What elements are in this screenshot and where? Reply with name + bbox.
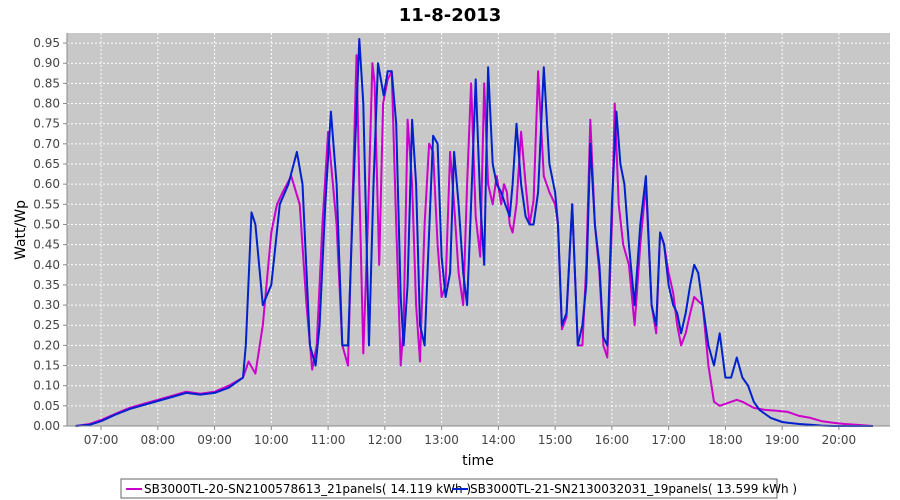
x-tick-label: 11:00 <box>311 433 346 447</box>
x-tick-label: 18:00 <box>708 433 743 447</box>
y-tick-label: 0.70 <box>33 137 60 151</box>
y-tick-label: 0.10 <box>33 379 60 393</box>
x-axis-label: time <box>462 453 494 469</box>
y-axis-ticks: 0.00 0.05 0.10 0.15 0.20 0.25 0.30 0.35 0.40 0.45… <box>33 36 67 433</box>
y-tick-label: 0.85 <box>33 76 60 90</box>
y-tick-label: 0.50 <box>33 217 60 231</box>
x-tick-label: 08:00 <box>141 433 176 447</box>
x-tick-label: 15:00 <box>538 433 573 447</box>
series-group <box>75 38 874 427</box>
y-tick-label: 0.30 <box>33 298 60 312</box>
plot-area <box>67 33 890 426</box>
y-tick-label: 0.55 <box>33 197 60 211</box>
y-tick-label: 0.00 <box>33 419 60 433</box>
x-tick-label: 20:00 <box>822 433 857 447</box>
x-tick-label: 10:00 <box>254 433 289 447</box>
legend: SB3000TL-20-SN2100578613_21panels( 14.11… <box>120 478 797 499</box>
y-tick-label: 0.75 <box>33 117 60 131</box>
x-tick-label: 12:00 <box>368 433 403 447</box>
x-axis-ticks: 07:00 08:00 09:00 10:00 11:00 12:00 13:00 14:00… <box>84 426 856 447</box>
legend-box <box>120 478 778 499</box>
series-line-2 <box>75 38 873 427</box>
x-tick-label: 19:00 <box>765 433 800 447</box>
chart-title: 11-8-2013 <box>399 5 502 26</box>
y-tick-label: 0.40 <box>33 258 60 272</box>
x-tick-label: 14:00 <box>481 433 516 447</box>
y-tick-label: 0.35 <box>33 278 60 292</box>
y-tick-label: 0.25 <box>33 318 60 332</box>
y-tick-label: 0.60 <box>33 177 60 191</box>
x-tick-label: 07:00 <box>84 433 119 447</box>
x-tick-label: 13:00 <box>424 433 459 447</box>
legend-label-1: SB3000TL-20-SN2100578613_21panels( 14.11… <box>144 482 471 496</box>
grid <box>67 33 890 426</box>
x-tick-label: 09:00 <box>197 433 232 447</box>
x-tick-label: 16:00 <box>595 433 630 447</box>
y-tick-label: 0.90 <box>33 56 60 70</box>
y-tick-label: 0.05 <box>33 399 60 413</box>
y-tick-label: 0.80 <box>33 97 60 111</box>
y-axis-label: Watt/Wp <box>13 200 29 260</box>
y-tick-label: 0.15 <box>33 359 60 373</box>
y-tick-label: 0.95 <box>33 36 60 50</box>
y-tick-label: 0.45 <box>33 238 60 252</box>
y-tick-label: 0.65 <box>33 157 60 171</box>
x-tick-label: 17:00 <box>651 433 686 447</box>
y-tick-label: 0.20 <box>33 338 60 352</box>
legend-label-2: SB3000TL-21-SN2130032031_19panels( 13.59… <box>470 482 797 496</box>
